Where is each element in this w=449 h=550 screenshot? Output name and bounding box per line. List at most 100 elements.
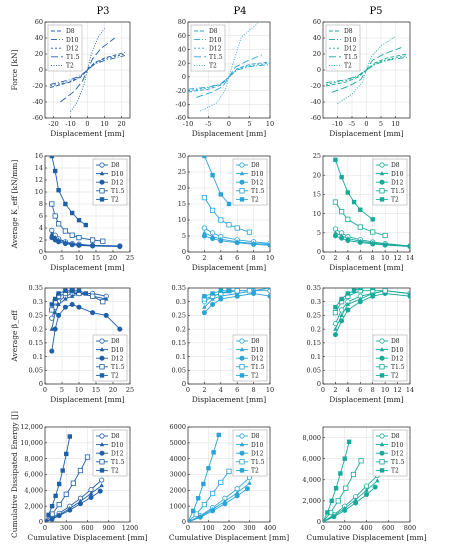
data-point: [62, 241, 68, 247]
data-point: [76, 242, 82, 248]
data-point: [333, 157, 338, 163]
legend-box: [47, 24, 83, 72]
y-tick-label: 0.25: [307, 312, 321, 320]
x-tick-label: 600: [81, 524, 93, 532]
data-point: [218, 192, 223, 197]
legend-marker: [379, 433, 385, 439]
x-tick-label: 25: [126, 386, 134, 394]
data-point: [339, 296, 344, 302]
series-group: [45, 434, 105, 522]
x-axis-label: Cumulative Displacement [mm]: [169, 533, 289, 542]
y-tick-label: 0.3: [33, 298, 43, 306]
x-tick-label: -10: [332, 120, 342, 128]
data-point: [69, 232, 75, 238]
legend-label: D8: [251, 338, 260, 345]
data-point: [69, 242, 75, 248]
x-axis-label: Displacement [mm]: [192, 129, 266, 138]
data-point: [103, 312, 109, 318]
data-point: [49, 201, 55, 207]
data-point: [64, 451, 69, 457]
data-point: [342, 507, 348, 513]
data-point: [358, 458, 364, 464]
legend-label: T1.5: [111, 459, 125, 466]
legend-marker: [99, 433, 105, 439]
data-point: [49, 516, 55, 522]
y-tick-label: 0: [39, 66, 43, 74]
x-tick-label: 4: [219, 386, 223, 394]
data-point: [53, 310, 58, 315]
data-point: [63, 296, 68, 301]
data-point: [370, 217, 375, 222]
legend-label: T1.5: [391, 459, 405, 466]
data-point: [76, 304, 82, 310]
data-point: [216, 432, 221, 438]
data-point: [407, 293, 410, 299]
data-point: [235, 490, 240, 495]
legend-label: D10: [209, 37, 222, 44]
data-point: [90, 310, 96, 316]
data-point: [343, 485, 349, 491]
y-tick-label: 20: [178, 59, 186, 67]
x-tick-label: 6: [358, 386, 362, 394]
data-point: [234, 493, 240, 499]
data-point: [332, 332, 338, 338]
data-point: [196, 496, 201, 501]
data-point: [357, 239, 363, 245]
legend-label: T2: [111, 468, 119, 475]
legend-label: T1.5: [209, 54, 223, 61]
legend-marker: [379, 171, 385, 176]
series-group: [188, 23, 270, 112]
x-tick-label: 800: [404, 524, 416, 532]
data-point: [70, 210, 75, 216]
legend-marker: [99, 364, 105, 370]
y-tick-label: 5000: [169, 439, 186, 447]
data-point: [49, 156, 54, 159]
y-tick-label: 0: [182, 518, 186, 526]
legend-label: D12: [391, 355, 404, 362]
legend-marker: [379, 188, 385, 194]
panel-r4-c3: 0 200 400 600 800 0 2,000 4,000 6,000 8,000 Cumula…: [302, 426, 427, 542]
y-axis-label: Cumulative Dissipated Energy [J]: [10, 411, 19, 538]
data-point: [345, 237, 351, 243]
data-point: [209, 490, 216, 497]
data-point: [357, 224, 363, 230]
series-group: [49, 156, 123, 250]
legend-label: T2: [66, 63, 74, 70]
data-point: [339, 318, 345, 324]
legend-label: T1.5: [391, 364, 405, 371]
y-tick-label: 30: [178, 152, 186, 160]
data-point: [332, 310, 339, 316]
data-point: [202, 294, 207, 299]
y-tick-label: 12,000: [20, 423, 43, 431]
x-tick-label: 10: [100, 120, 108, 128]
x-tick-label: 8: [252, 386, 256, 394]
legend-marker: [379, 197, 385, 202]
legend-label: D8: [251, 433, 260, 440]
y-tick-label: 2000: [169, 487, 186, 495]
y-tick-label: 20: [35, 50, 43, 58]
series-line-t2: [70, 28, 105, 112]
data-point: [345, 291, 351, 296]
y-tick-label: -40: [176, 100, 186, 108]
legend-marker: [379, 338, 385, 344]
legend-label: D12: [66, 45, 79, 52]
data-point: [52, 326, 58, 332]
data-point: [375, 478, 380, 483]
legend-marker: [239, 162, 245, 168]
y-tick-label: 25: [313, 152, 321, 160]
data-point: [246, 229, 253, 235]
y-tick-label: 0.3: [176, 298, 186, 306]
data-point: [226, 201, 232, 207]
data-point: [372, 484, 378, 490]
y-tick-label: 6,000: [24, 471, 43, 479]
data-point: [99, 477, 105, 483]
x-tick-label: 0: [85, 120, 89, 128]
legend-marker: [239, 171, 245, 176]
x-axis-label: Displacement [mm]: [329, 263, 403, 272]
data-point: [70, 293, 75, 298]
data-point: [267, 293, 270, 299]
data-point: [234, 225, 240, 231]
